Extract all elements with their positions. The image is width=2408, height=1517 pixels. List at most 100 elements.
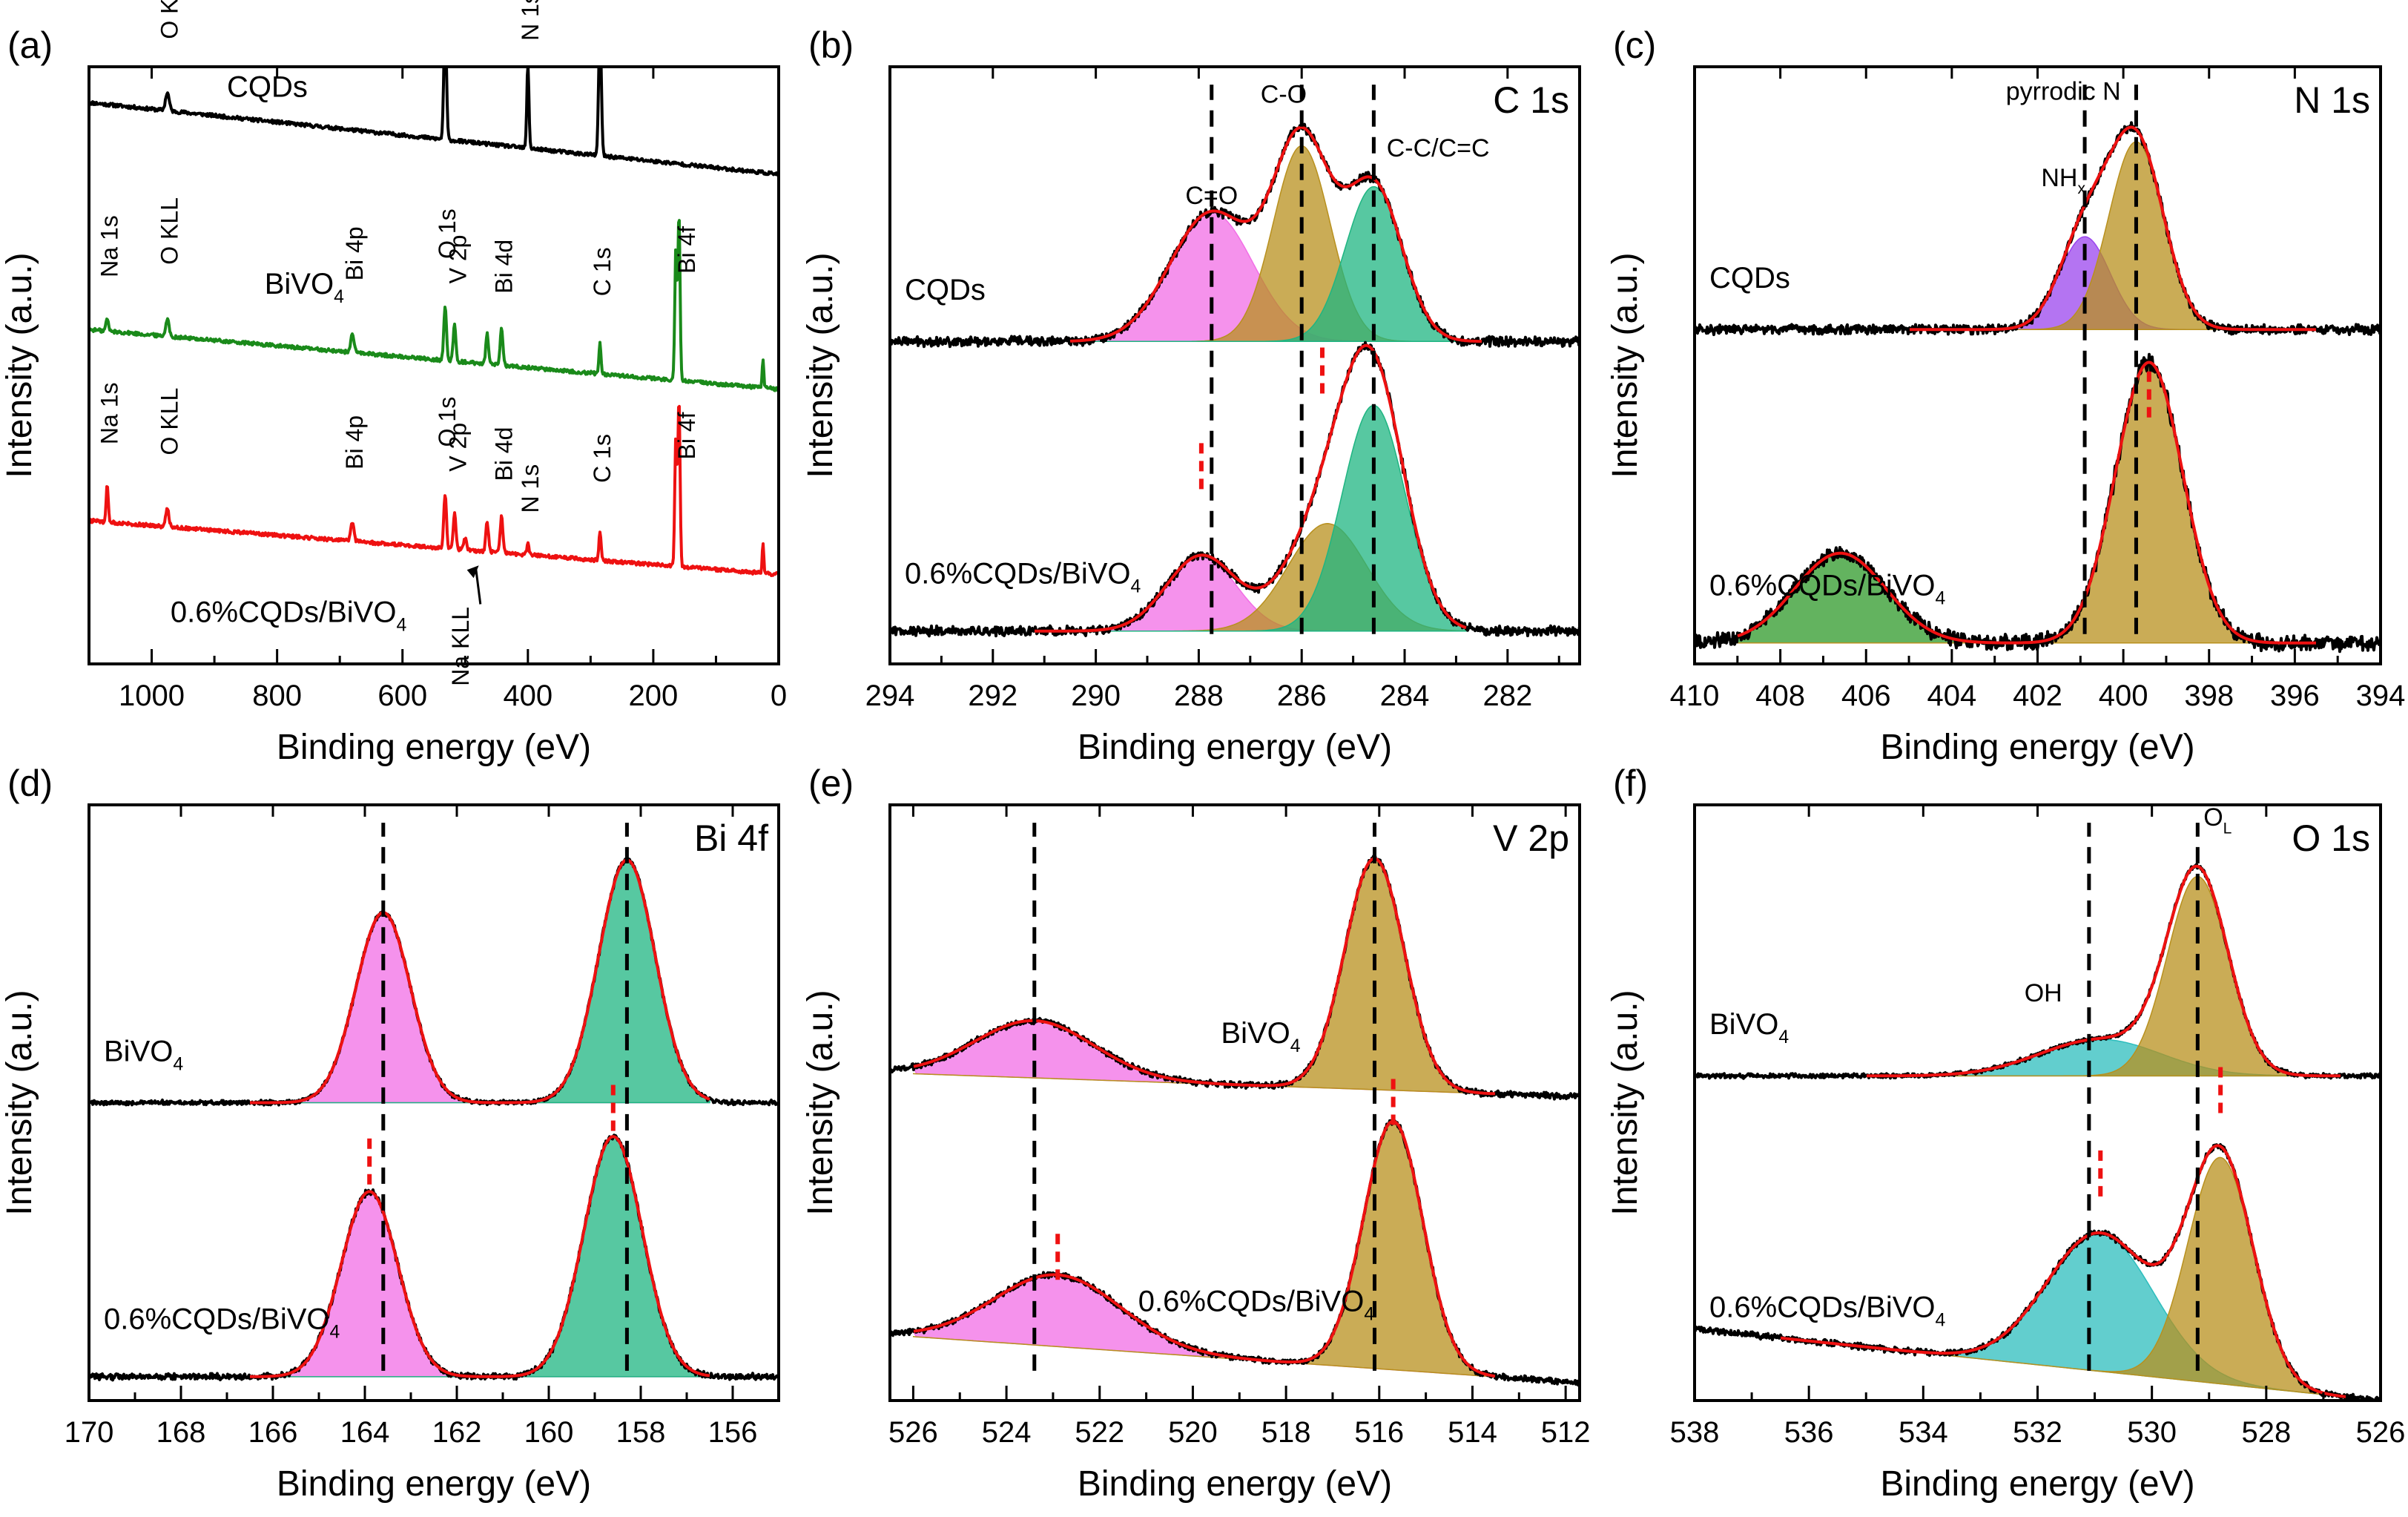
- raw-spectrum: [890, 1119, 1580, 1387]
- x-tick-label: 396: [2270, 679, 2320, 712]
- x-tick-label: 520: [1168, 1416, 1218, 1449]
- plot-area-f: [1695, 863, 2381, 1401]
- raw-spectrum: [89, 1133, 779, 1382]
- x-tick-label: 286: [1277, 679, 1327, 712]
- peak-label: OH: [2025, 979, 2062, 1007]
- series-label: BiVO4: [265, 268, 344, 307]
- panel-e: (e) Binding energy (eV) Intensity (a.u.) V …: [801, 763, 1591, 1504]
- x-tick-label: 400: [503, 679, 552, 712]
- series-label: 0.6%CQDs/BiVO4: [171, 596, 407, 636]
- fit-component-1: [250, 859, 710, 1104]
- fit-envelope: [250, 1135, 710, 1378]
- x-tick-label: 1000: [119, 679, 185, 712]
- spectrum-label: BiVO4: [1709, 1008, 1789, 1047]
- x-tick-label: 164: [340, 1416, 390, 1449]
- survey-spectrum-0: [89, 67, 779, 177]
- arrow-head: [466, 565, 479, 579]
- fit-component-1: [1909, 141, 2316, 330]
- x-axis-label: Binding energy (eV): [1078, 728, 1392, 767]
- x-axis-label: Binding energy (eV): [277, 1464, 591, 1504]
- raw-spectrum: [1695, 863, 2381, 1080]
- spectrum-label: 0.6%CQDs/BiVO4: [104, 1303, 340, 1343]
- peak-annotation: Na 1s: [96, 382, 123, 444]
- panel-label: (b): [808, 24, 854, 66]
- peak-label: C=O: [1185, 182, 1238, 210]
- x-tick-label: 600: [377, 679, 427, 712]
- peak-annotation: C 1s: [589, 434, 616, 483]
- y-axis-label: Intensity (a.u.): [1606, 990, 1645, 1215]
- x-tick-label: 284: [1380, 679, 1430, 712]
- fit-component-1: [1866, 875, 2341, 1077]
- plot-frame: [888, 803, 1581, 1402]
- peak-annotation: Na 1s: [96, 215, 123, 277]
- fit-envelope: [1867, 864, 2341, 1078]
- x-tick-label: 530: [2127, 1416, 2177, 1449]
- peak-annotation: O KLL: [156, 388, 183, 455]
- x-tick-label: 514: [1448, 1416, 1497, 1449]
- x-tick-label: 526: [2356, 1416, 2406, 1449]
- peak-annotation: Bi 4d: [490, 427, 517, 481]
- spectrum-label: 0.6%CQDs/BiVO4: [905, 557, 1141, 596]
- chart-title: V 2p: [1493, 817, 1569, 859]
- peak-label: pyrrodic N: [2006, 77, 2121, 105]
- peak-annotation: Bi 4f: [673, 226, 700, 274]
- peak-label: OL: [2203, 803, 2231, 837]
- panel-d: (d) Binding energy (eV) Intensity (a.u.) Bi…: [0, 763, 780, 1504]
- peak-annotation: Bi 4p: [341, 226, 368, 280]
- x-tick-label: 294: [865, 679, 915, 712]
- peak-annotation: O KLL: [156, 197, 183, 265]
- raw-spectrum: [1695, 352, 2381, 654]
- plot-frame: [88, 803, 780, 1402]
- panel-b: (b) Binding energy (eV) Intensity (a.u.) C …: [801, 24, 1581, 767]
- chart-title: Bi 4f: [694, 817, 768, 859]
- peak-annotation: O 1s: [434, 208, 461, 259]
- x-tick-label: 282: [1482, 679, 1532, 712]
- x-tick-label: 290: [1071, 679, 1121, 712]
- y-axis-label: Intensity (a.u.): [801, 252, 840, 478]
- peak-label: C-C/C=C: [1387, 134, 1490, 162]
- x-tick-label: 526: [888, 1416, 938, 1449]
- plot-area-b: [890, 122, 1580, 638]
- spectrum-label: 0.6%CQDs/BiVO4: [1138, 1286, 1375, 1325]
- plot-area-e: [890, 854, 1580, 1387]
- x-tick-label: 170: [65, 1416, 114, 1449]
- peak-annotation: V 2p: [445, 235, 472, 284]
- x-axis-label: Binding energy (eV): [277, 728, 591, 767]
- spectrum-label: 0.6%CQDs/BiVO4: [1709, 1291, 1946, 1331]
- plot-frame: [1693, 803, 2382, 1402]
- x-tick-label: 516: [1354, 1416, 1404, 1449]
- y-axis-label: Intensity (a.u.): [1606, 252, 1645, 478]
- fit-envelope: [250, 858, 710, 1105]
- x-axis-label: Binding energy (eV): [1880, 728, 2194, 767]
- plot-area-d: [89, 856, 779, 1382]
- x-tick-label: 534: [1899, 1416, 1948, 1449]
- chart-title: O 1s: [2292, 817, 2370, 859]
- x-axis-label: Binding energy (eV): [1078, 1464, 1392, 1504]
- fit-envelope: [913, 1119, 1496, 1378]
- fit-envelope: [1737, 361, 2316, 645]
- plot-area-a: [89, 67, 779, 577]
- x-tick-label: 408: [1755, 679, 1805, 712]
- fit-component-2: [1034, 404, 1467, 632]
- x-tick-label: 532: [2013, 1416, 2062, 1449]
- x-tick-label: 410: [1670, 679, 1720, 712]
- peak-label: C-O: [1261, 80, 1307, 108]
- na-kll-annotation: Na KLL: [447, 607, 474, 686]
- raw-spectrum: [1695, 121, 2381, 337]
- raw-spectrum: [890, 340, 1580, 638]
- fit-envelope: [1910, 125, 2316, 332]
- x-tick-label: 528: [2241, 1416, 2291, 1449]
- x-tick-label: 518: [1261, 1416, 1311, 1449]
- fit-envelope: [1035, 343, 1467, 633]
- x-tick-label: 162: [432, 1416, 482, 1449]
- y-axis-label: Intensity (a.u.): [0, 252, 39, 478]
- spectrum-label: BiVO4: [1221, 1017, 1300, 1056]
- x-tick-label: 394: [2356, 679, 2406, 712]
- peak-annotation: O 1s: [434, 397, 461, 447]
- spectrum-label: 0.6%CQDs/BiVO4: [1709, 569, 1946, 608]
- survey-spectrum-2: [89, 404, 779, 577]
- panel-a: (a) Binding energy (eV) Intensity (a.u.) 10…: [0, 0, 787, 767]
- x-tick-label: 524: [982, 1416, 1032, 1449]
- peak-annotation: Bi 4d: [490, 240, 517, 294]
